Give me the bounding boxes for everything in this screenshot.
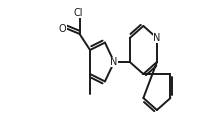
Text: N: N: [153, 33, 161, 43]
Text: O: O: [59, 24, 66, 34]
Text: Cl: Cl: [73, 8, 83, 18]
Text: N: N: [111, 57, 118, 67]
